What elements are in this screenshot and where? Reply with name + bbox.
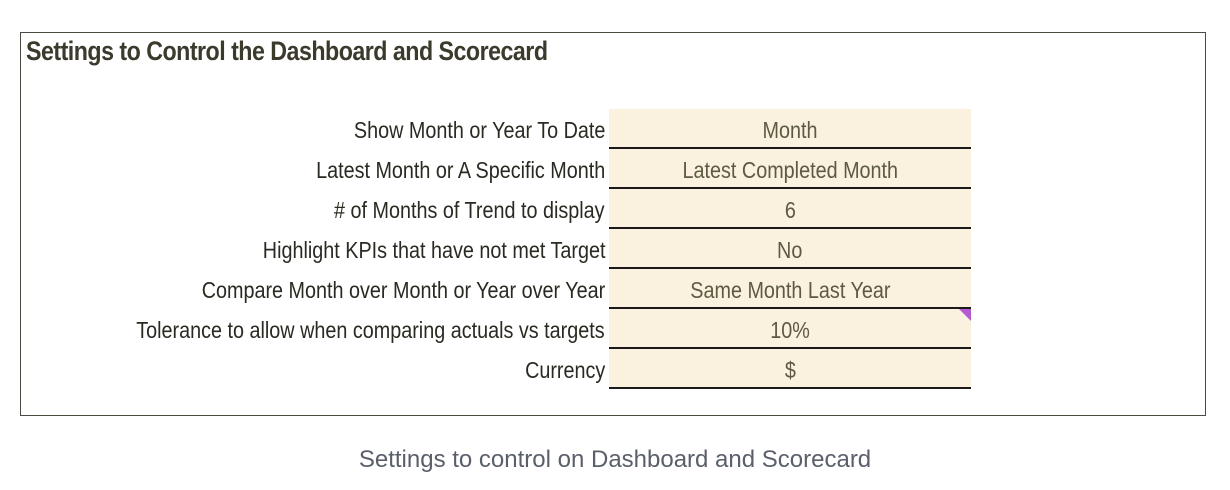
setting-value-dropdown[interactable]: 6 [609,189,971,229]
settings-list: Show Month or Year To Date Month Latest … [21,109,1205,389]
setting-row-compare-period: Compare Month over Month or Year over Ye… [21,269,1205,309]
setting-value: 10% [770,317,810,343]
setting-value: Same Month Last Year [689,277,891,303]
comment-indicator-icon[interactable] [959,309,971,321]
setting-value-dropdown[interactable]: Latest Completed Month [609,149,971,189]
setting-label: Compare Month over Month or Year over Ye… [201,277,605,303]
setting-label: # of Months of Trend to display [334,197,605,223]
setting-row-highlight-kpis: Highlight KPIs that have not met Target … [21,229,1205,269]
setting-value: $ [784,357,796,383]
settings-panel: Settings to Control the Dashboard and Sc… [20,32,1206,416]
setting-label: Latest Month or A Specific Month [315,157,605,183]
setting-value: 6 [784,197,796,223]
setting-value-input[interactable]: 10% [609,309,971,349]
setting-row-show-month-or-ytd: Show Month or Year To Date Month [21,109,1205,149]
setting-label: Tolerance to allow when comparing actual… [136,317,605,343]
setting-value-dropdown[interactable]: Same Month Last Year [609,269,971,309]
setting-row-currency: Currency $ [21,349,1205,389]
setting-label: Currency [524,357,605,383]
setting-value-input[interactable]: $ [609,349,971,389]
setting-label: Show Month or Year To Date [353,117,605,143]
setting-value-dropdown[interactable]: Month [609,109,971,149]
figure-caption: Settings to control on Dashboard and Sco… [358,446,872,473]
setting-label: Highlight KPIs that have not met Target [262,237,605,263]
setting-value-dropdown[interactable]: No [609,229,971,269]
setting-value: No [777,237,803,263]
setting-value: Latest Completed Month [682,157,898,183]
panel-title: Settings to Control the Dashboard and Sc… [26,36,548,66]
setting-row-tolerance: Tolerance to allow when comparing actual… [21,309,1205,349]
setting-row-months-of-trend: # of Months of Trend to display 6 [21,189,1205,229]
setting-value: Month [762,117,818,143]
setting-row-latest-or-specific-month: Latest Month or A Specific Month Latest … [21,149,1205,189]
